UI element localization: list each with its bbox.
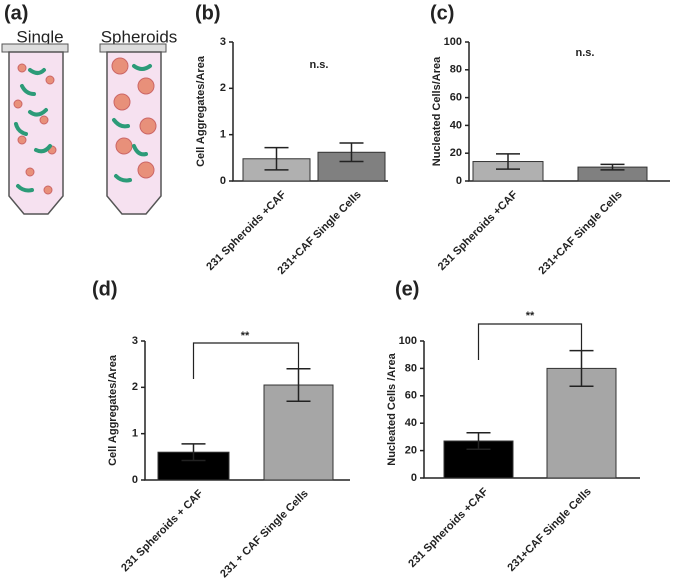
y-tick-label: 20 [450, 147, 462, 159]
error-bar [264, 146, 289, 171]
axis [468, 42, 670, 182]
y-tick-label: 60 [450, 92, 462, 104]
error-bar [496, 153, 520, 170]
significance-bracket [477, 323, 583, 360]
y-tick-label: 0 [411, 472, 417, 484]
y-tick-label: 0 [220, 175, 226, 187]
panel-label: (a) [4, 2, 28, 24]
annotation: n.s. [576, 47, 595, 59]
panel-label: (d) [92, 278, 118, 300]
y-tick-label: 100 [399, 335, 417, 347]
error-bar [600, 163, 625, 171]
y-tick-label: 60 [405, 390, 417, 402]
y-tick-label: 0 [456, 175, 462, 187]
y-tick-label: 80 [450, 64, 462, 76]
y-tick-label: 20 [405, 445, 417, 457]
annotation: ** [526, 310, 535, 322]
y-tick-label: 80 [405, 362, 417, 374]
tube-label: Spheroids [101, 27, 178, 46]
x-tick-label: 231 + CAF Single Cells [218, 488, 311, 581]
annotation: ** [241, 330, 250, 342]
y-tick-label: 2 [220, 82, 226, 94]
error-bar [466, 432, 491, 450]
x-tick-label: 231 Spheroids +CAF [436, 189, 521, 274]
y-tick-label: 40 [405, 417, 417, 429]
tube [99, 43, 167, 215]
panel-label: (c) [430, 2, 454, 24]
panel-label: (b) [195, 2, 221, 24]
y-tick-label: 0 [132, 474, 138, 486]
y-axis-label: Cell Aggregates/Area [195, 55, 207, 167]
error-bar [339, 142, 364, 163]
x-tick-label: 231+CAF Single Cells [505, 486, 593, 574]
y-axis-label: Cell Aggregates/Area [107, 354, 119, 466]
panel-label: (e) [395, 278, 419, 300]
tube-diagram: (a) Single Spheroids [1, 2, 178, 215]
y-tick-label: 100 [444, 36, 462, 48]
x-tick-label: 231+CAF Single Cells [536, 189, 624, 277]
x-tick-label: 231 Spheroids + CAF [119, 487, 206, 574]
y-axis-label: Nucleated Cells /Area [386, 352, 398, 465]
bar [443, 440, 514, 479]
bar [317, 151, 386, 182]
x-tick-label: 231 Spheroids +CAF [204, 189, 289, 274]
y-tick-label: 1 [220, 129, 226, 141]
annotation: n.s. [310, 59, 329, 71]
error-bar [569, 349, 594, 387]
tube [1, 43, 69, 215]
y-tick-label: 40 [450, 119, 462, 131]
y-tick-label: 2 [132, 381, 138, 393]
x-tick-label: 231 Spheroids +CAF [406, 486, 491, 571]
y-tick-label: 3 [220, 36, 226, 48]
y-axis-label: Nucleated Cells/Area [431, 56, 443, 166]
y-tick-label: 1 [132, 428, 138, 440]
tube-label: Single [16, 27, 63, 46]
x-tick-label: 231+CAF Single Cells [275, 189, 363, 277]
significance-bracket [192, 342, 300, 379]
error-bar [181, 443, 206, 462]
y-tick-label: 3 [132, 335, 138, 347]
